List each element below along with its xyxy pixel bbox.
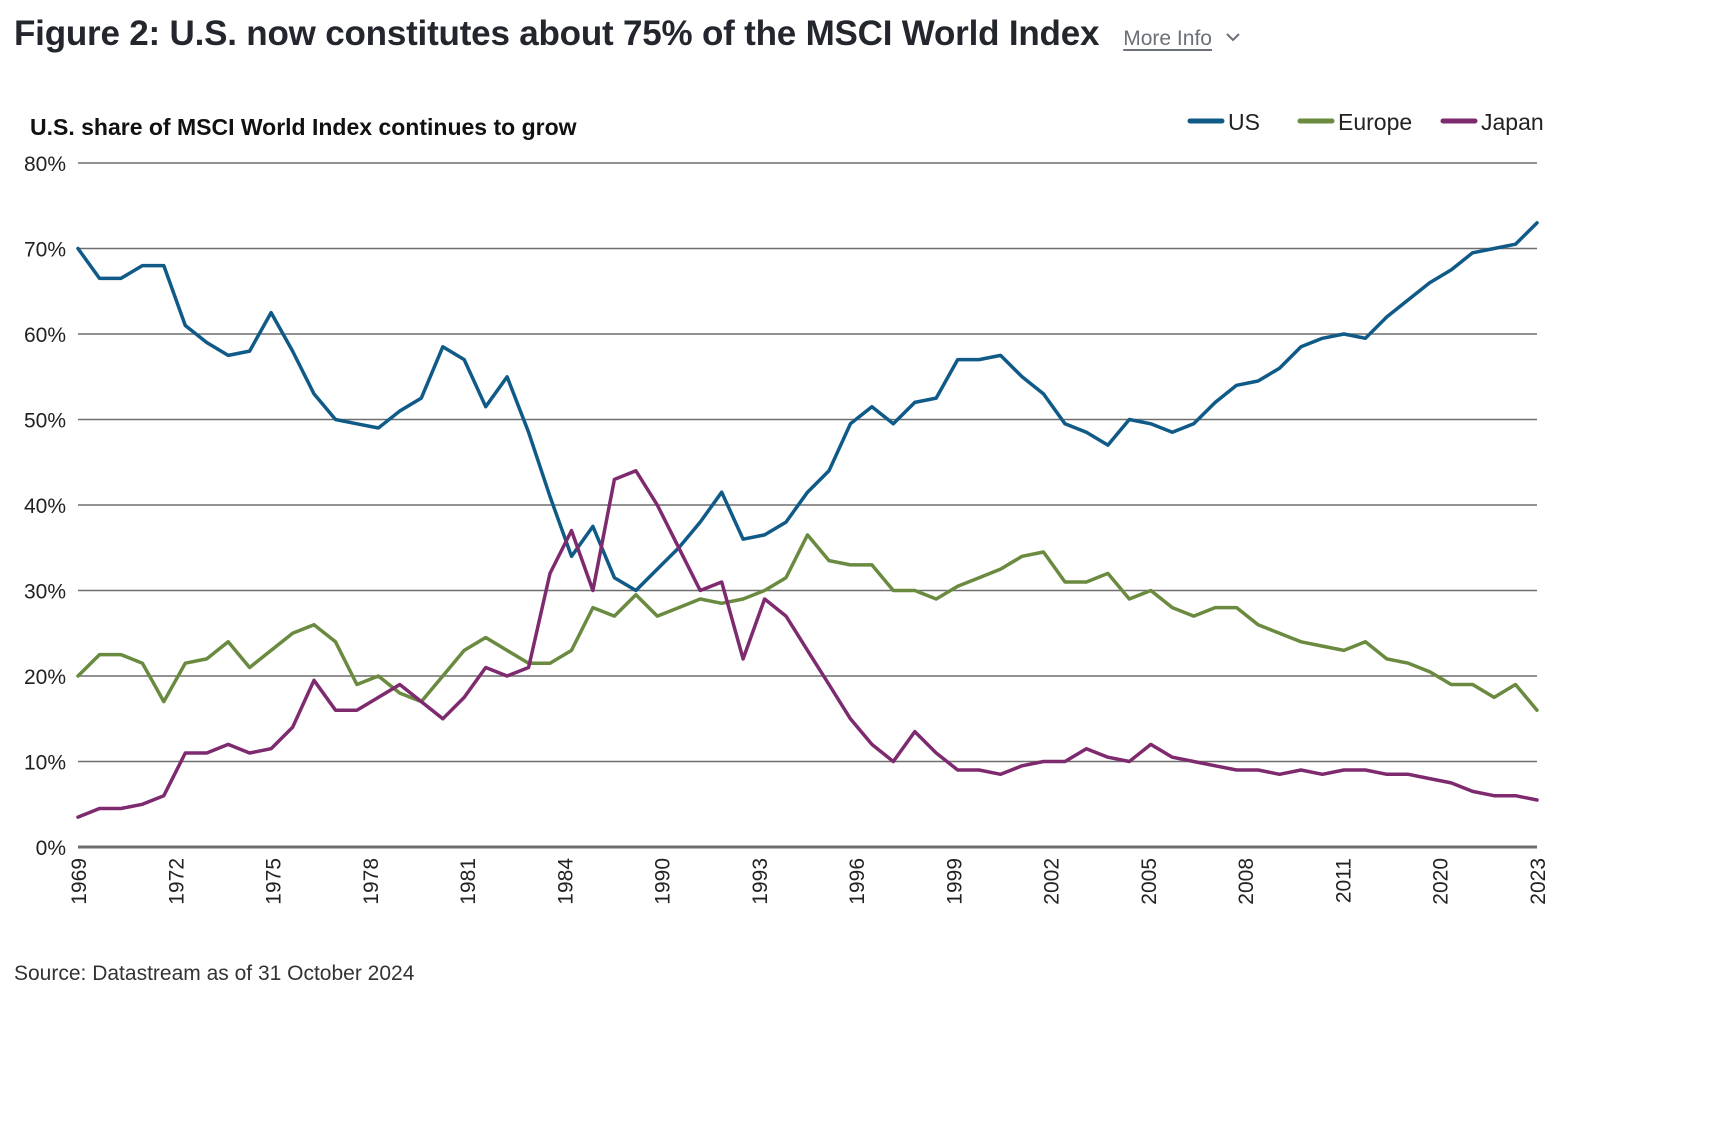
x-tick-label: 2005 — [1138, 858, 1161, 905]
more-info-label[interactable]: More Info — [1123, 27, 1212, 50]
y-tick-label: 40% — [24, 495, 66, 518]
y-tick-label: 0% — [36, 837, 66, 860]
x-tick-label: 1978 — [360, 858, 383, 905]
y-tick-label: 70% — [24, 239, 66, 262]
x-tick-label: 1990 — [652, 858, 675, 905]
series-line-us — [76, 221, 1539, 593]
y-tick-label: 20% — [24, 666, 66, 689]
x-tick-label: 2011 — [1332, 858, 1355, 903]
legend-label: Japan — [1481, 109, 1544, 135]
chart-subtitle: U.S. share of MSCI World Index continues… — [30, 114, 577, 140]
legend-item-europe: Europe — [1297, 109, 1412, 135]
figure-title: Figure 2: U.S. now constitutes about 75%… — [14, 14, 1100, 53]
x-tick-label: 1975 — [263, 858, 286, 905]
gridlines — [78, 162, 1537, 849]
series-lines — [76, 221, 1539, 819]
legend-item-japan: Japan — [1440, 109, 1544, 135]
x-axis-ticks: 1969 1972 1975 1978 1981 1984 1990 1993 1996 1999… — [68, 858, 1550, 905]
series-line-europe — [76, 533, 1539, 712]
chevron-down-icon[interactable] — [1226, 30, 1240, 44]
y-axis-ticks: 0% 10% 20% 30% 40% 50% 60% 70% 80% — [24, 153, 66, 860]
x-tick-label: 1969 — [68, 858, 91, 905]
x-tick-label: 1999 — [943, 858, 966, 905]
x-tick-label: 1972 — [165, 858, 188, 905]
y-tick-label: 50% — [24, 410, 66, 433]
source-note: Source: Datastream as of 31 October 2024 — [14, 962, 415, 985]
x-tick-label: 2002 — [1041, 858, 1064, 905]
legend-item-us: US — [1187, 109, 1260, 135]
x-tick-label: 1996 — [846, 858, 869, 905]
legend-label: US — [1228, 109, 1260, 135]
legend-label: Europe — [1338, 109, 1412, 135]
x-tick-label: 1993 — [749, 858, 772, 905]
x-tick-label: 1981 — [457, 858, 480, 905]
x-tick-label: 2008 — [1235, 858, 1258, 905]
x-tick-label: 2023 — [1527, 858, 1550, 905]
figure-header: Figure 2: U.S. now constitutes about 75%… — [14, 14, 1240, 54]
x-tick-label: 1984 — [554, 858, 577, 905]
y-tick-label: 30% — [24, 581, 66, 604]
legend: US Europe Japan — [1187, 109, 1544, 135]
y-tick-label: 60% — [24, 324, 66, 347]
y-tick-label: 80% — [24, 153, 66, 176]
line-chart: U.S. share of MSCI World Index continues… — [24, 109, 1550, 905]
more-info-toggle[interactable]: More Info — [1123, 27, 1240, 51]
y-tick-label: 10% — [24, 752, 66, 775]
x-tick-label: 2020 — [1430, 858, 1453, 905]
series-line-japan — [76, 469, 1539, 819]
